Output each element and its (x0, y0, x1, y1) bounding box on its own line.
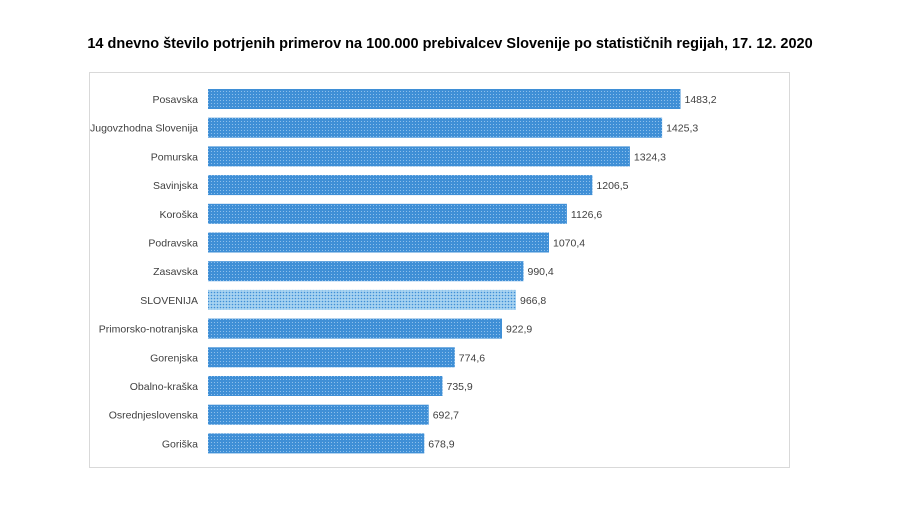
category-label-obalno-kraska: Obalno-kraška (130, 381, 198, 393)
value-label-savinjska: 1206,5 (596, 180, 628, 192)
category-label-jugovzhodna-slovenija: Jugovzhodna Slovenija (90, 123, 198, 135)
category-label-primorsko-notranjska: Primorsko-notranjska (99, 324, 198, 336)
bar-osrednjeslovenska (208, 404, 429, 425)
value-label-gorenjska: 774,6 (459, 352, 485, 364)
category-label-pomurska: Pomurska (151, 151, 198, 163)
bar-goriska (208, 433, 425, 454)
value-label-podravska: 1070,4 (553, 238, 585, 250)
bar-zasavska (208, 261, 524, 282)
category-label-goriska: Goriška (162, 438, 198, 450)
bar-obalno-kraska (208, 376, 443, 396)
category-label-zasavska: Zasavska (153, 266, 198, 278)
value-label-primorsko-notranjska: 922,9 (506, 324, 532, 336)
bar-jugovzhodna-slovenija (208, 117, 663, 138)
bar-gorenjska (208, 347, 455, 368)
bar-savinjska (208, 175, 593, 196)
value-label-obalno-kraska: 735,9 (447, 381, 473, 393)
value-label-jugovzhodna-slovenija: 1425,3 (666, 123, 698, 135)
value-label-slovenija: 966,8 (520, 295, 546, 307)
bar-koroska (208, 203, 567, 224)
category-label-slovenija: SLOVENIJA (140, 295, 198, 307)
category-label-podravska: Podravska (148, 238, 198, 250)
category-label-gorenjska: Gorenjska (150, 352, 198, 364)
category-label-osrednjeslovenska: Osrednjeslovenska (109, 410, 198, 422)
value-label-koroska: 1126,6 (571, 209, 602, 221)
value-label-goriska: 678,9 (428, 438, 454, 450)
bar-primorsko-notranjska (208, 318, 502, 339)
bar-podravska (208, 232, 549, 253)
value-label-zasavska: 990,4 (528, 266, 554, 278)
bar-posavska (208, 89, 681, 109)
bar-pomurska (208, 146, 630, 167)
value-label-posavska: 1483,2 (685, 94, 717, 106)
value-label-osrednjeslovenska: 692,7 (433, 410, 459, 422)
category-label-savinjska: Savinjska (153, 180, 198, 192)
value-label-pomurska: 1324,3 (634, 151, 666, 163)
category-label-posavska: Posavska (152, 94, 198, 106)
bar-slovenija (208, 289, 516, 310)
bars-layer: Posavska 1483,2 Jugovzhodna Slovenija 1425,… (90, 89, 717, 454)
category-label-koroska: Koroška (159, 209, 198, 221)
plot-area (89, 72, 790, 468)
chart-title: 14 dnevno število potrjenih primerov na … (87, 36, 813, 52)
